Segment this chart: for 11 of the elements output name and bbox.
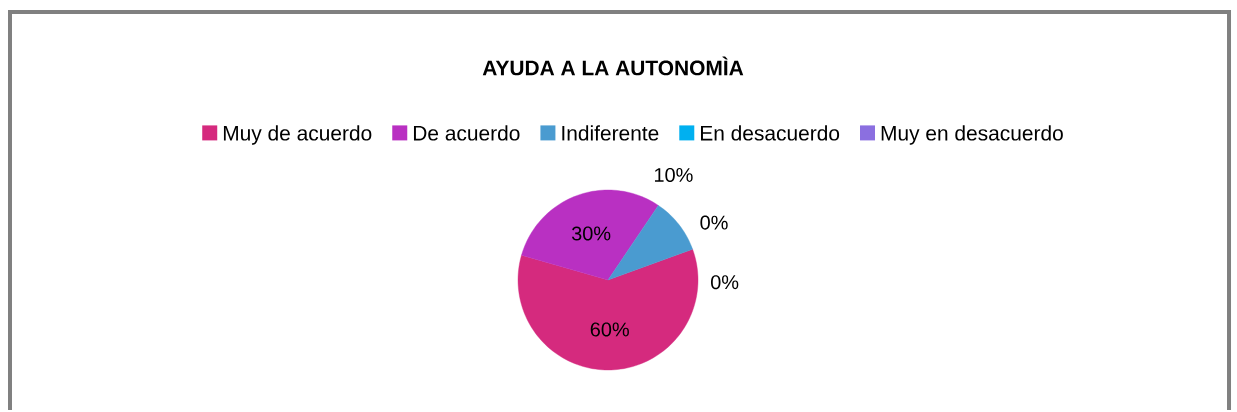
text: 0% — [700, 215, 728, 230]
data-label: 60% — [590, 322, 629, 337]
legend-label: De acuerdo — [413, 125, 520, 141]
legend-label: En desacuerdo — [701, 125, 840, 141]
legend-label: Muy de acuerdo — [223, 125, 372, 145]
legend-label: Indiferente — [562, 125, 659, 141]
data-label: 10% — [654, 167, 693, 183]
text: 0% — [711, 275, 739, 290]
legend-label: Muy en desacuerdo — [881, 125, 1063, 145]
data-label: 30% — [571, 226, 611, 241]
chart-title: AYUDA A LA AUTONOMÌA — [482, 56, 744, 76]
